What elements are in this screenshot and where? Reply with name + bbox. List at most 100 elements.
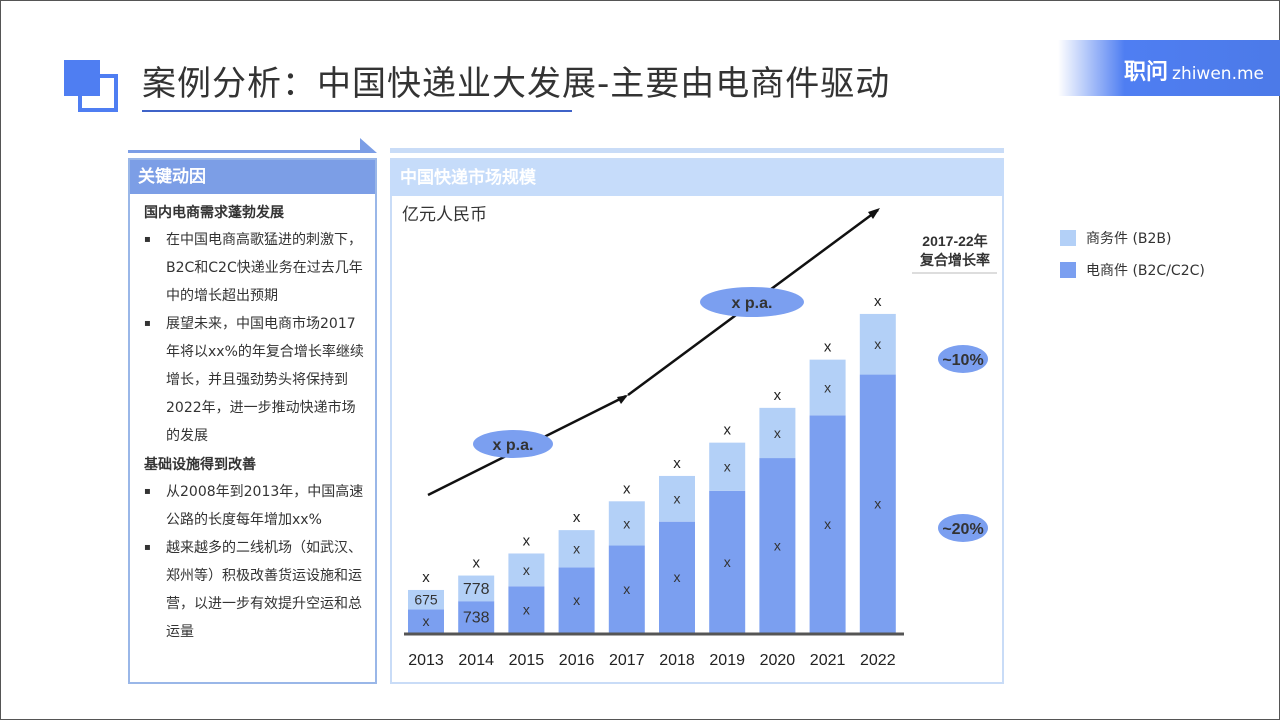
data-label-b2b: x [874,336,881,352]
data-label-b2c: x [623,581,630,597]
legend-item-b2c: 电商件 (B2C/C2C) [1060,260,1205,280]
brand-domain: zhiwen.me [1172,64,1264,84]
arrowhead [868,208,880,219]
section-title: 基础设施得到改善 [144,457,256,473]
legend-label: 商务件 (B2B) [1086,231,1172,247]
data-label-b2b: x [523,562,530,578]
total-label: x [673,455,681,472]
cagr-header: 复合增长率 [919,252,990,268]
legend-label: 电商件 (B2C/C2C) [1086,263,1205,279]
unit-label: 亿元人民币 [402,205,487,225]
right-top-bar [390,148,1004,153]
data-label-b2c: 738 [463,610,490,627]
bar-b2c [558,567,595,633]
cagr-bubble-b2b [938,345,988,373]
arrowhead [617,395,628,404]
x-tick-label: 2013 [408,652,444,669]
bar-b2b [458,575,495,602]
bar-b2b [558,530,595,568]
panel-header: 关键动因 [130,160,375,194]
data-label-b2c: x [874,496,881,512]
market-size-panel [390,158,1004,684]
brand-logo[interactable]: 职问 zhiwen.me [1124,54,1264,86]
bar-b2b [659,475,695,522]
x-tick-label: 2018 [659,652,695,669]
bullet-item: 从2008年到2013年，中国高速公路的长度每年增加xx% [130,478,375,534]
total-label: x [824,339,832,356]
bar-b2b [508,553,545,587]
x-tick-label: 2020 [760,652,796,669]
bullet-item: 展望未来，中国电商市场2017年将以xx%的年复合增长率继续增长，并且强劲势头将… [130,310,375,450]
total-label: x [472,555,480,572]
x-tick-label: 2019 [709,652,745,669]
bar-b2b [809,359,846,416]
bar-b2b [608,501,645,546]
bar-b2c [759,458,796,633]
x-tick-label: 2022 [860,652,896,669]
x-tick-label: 2017 [609,652,645,669]
data-label-b2b: x [623,515,630,531]
growth-bubble-label: x p.a. [493,437,534,454]
data-label-b2c: x [724,554,731,570]
x-tick-label: 2014 [458,652,494,669]
cagr-bubble-b2c-label: ~20% [942,521,983,538]
data-label-b2b: x [724,459,731,475]
total-label: x [623,480,631,497]
page-title: 案例分析：中国快递业大发展-主要由电商件驱动 [142,64,891,104]
data-label-b2b: x [674,491,681,507]
bar-b2c [408,609,444,633]
total-label: x [573,509,581,526]
legend-item-b2b: 商务件 (B2B) [1060,228,1205,248]
data-label-b2c: x [824,516,831,532]
logo-squares-icon [64,60,118,112]
bullet-item: 在中国电商高歌猛进的刺激下，B2C和C2C快递业务在过去几年中的增长超出预期 [130,226,375,310]
growth-bubble-label: x p.a. [732,295,773,312]
x-tick-label: 2021 [810,652,846,669]
brand-name: 职问 [1124,60,1169,85]
total-label: x [723,422,731,439]
bar-b2c [608,545,645,633]
total-label: x [422,569,430,586]
title-underline [142,110,572,112]
data-label-b2b: 778 [463,581,490,598]
bar-b2c [659,521,695,633]
bar-b2c [859,374,896,633]
data-label-b2c: x [774,537,781,553]
data-label-b2c: x [573,592,580,608]
bar-b2b [759,407,796,459]
total-label: x [774,387,782,404]
left-header-arrow [128,138,377,153]
section-title: 国内电商需求蓬勃发展 [144,205,284,221]
data-label-b2b: x [573,541,580,557]
growth-bubble [473,430,553,458]
key-drivers-panel: 关键动因 国内电商需求蓬勃发展 在中国电商高歌猛进的刺激下，B2C和C2C快递业… [128,158,377,684]
total-label: x [874,293,882,310]
bar-b2b [709,442,746,491]
growth-bubble [700,287,804,317]
data-label-b2c: x [423,613,430,629]
bar-b2c [809,415,846,633]
cagr-bubble-b2c [938,514,988,542]
bar-b2c [709,490,746,633]
data-label-b2c: x [523,602,530,618]
legend-swatch-b2c [1060,262,1076,278]
data-label-b2b: 675 [414,592,438,608]
bullet-list: 从2008年到2013年，中国高速公路的长度每年增加xx% 越来越多的二线机场（… [130,478,375,646]
bar-b2b [408,589,444,610]
bullet-item: 越来越多的二线机场（如武汉、郑州等）积极改善货运设施和运营，以进一步有效提升空运… [130,534,375,646]
data-label-b2b: x [824,379,831,395]
legend-swatch-b2b [1060,230,1076,246]
bar-b2c [508,586,545,633]
x-tick-label: 2016 [559,652,595,669]
cagr-bubble-b2b-label: ~10% [942,352,983,369]
bar-b2b [859,313,896,375]
brand-banner [1058,40,1280,96]
chart-header: 中国快递市场规模 [390,160,1004,196]
data-label-b2b: x [774,425,781,441]
data-label-b2c: x [674,569,681,585]
total-label: x [523,532,531,549]
cagr-header: 2017-22年 [922,233,987,249]
bar-b2c [458,601,495,633]
bullet-list: 在中国电商高歌猛进的刺激下，B2C和C2C快递业务在过去几年中的增长超出预期 展… [130,226,375,450]
